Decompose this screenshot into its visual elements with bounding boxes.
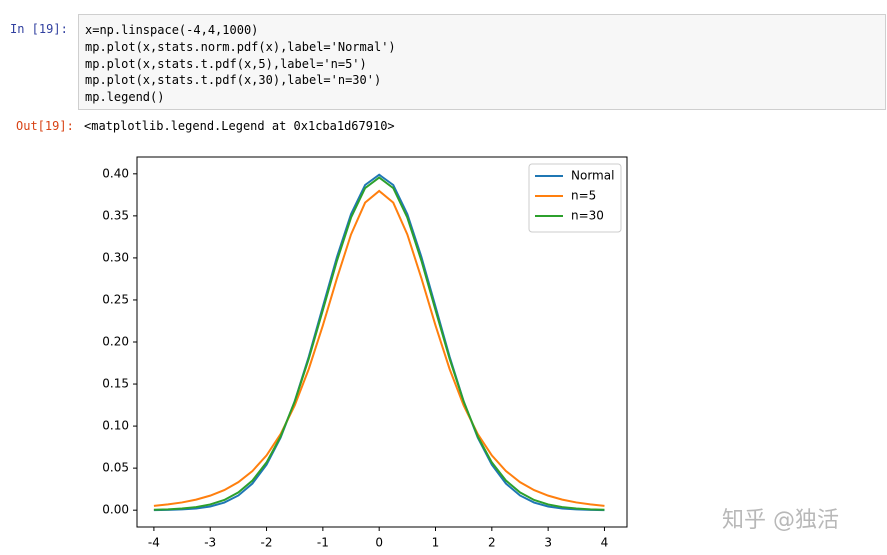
- output-prompt: Out[19]:: [16, 119, 74, 133]
- axes-frame: [136, 156, 628, 528]
- x-tick-label: 4: [601, 536, 609, 550]
- watermark: 知乎 @独活: [722, 508, 839, 533]
- x-tick-label: -4: [148, 536, 160, 550]
- line-series: [153, 176, 605, 511]
- legend-label: n=5: [571, 189, 596, 203]
- x-tick-label: 1: [432, 536, 440, 550]
- code-line: mp.plot(x,stats.t.pdf(x,5),label='n=5'): [85, 56, 367, 71]
- legend-label: Normal: [571, 169, 614, 183]
- code-line: x=np.linspace(-4,4,1000): [85, 23, 259, 37]
- y-tick-label: 0.05: [102, 461, 129, 475]
- input-prompt: In [19]:: [10, 22, 68, 36]
- y-tick-label: 0.35: [102, 208, 129, 222]
- x-tick-label: 0: [375, 536, 383, 550]
- y-tick-label: 0.40: [102, 166, 129, 180]
- y-tick-label: 0.00: [102, 503, 129, 517]
- code-line: mp.plot(x,stats.t.pdf(x,30),label='n=30'…: [85, 73, 382, 88]
- x-tick-label: 2: [488, 536, 496, 550]
- code-line: mp.plot(x,stats.norm.pdf(x),label='Norma…: [85, 39, 396, 54]
- x-tick-label: 3: [544, 536, 552, 550]
- y-tick-label: 0.25: [102, 292, 129, 306]
- line-series: [153, 189, 605, 507]
- x-tick-label: -3: [204, 536, 216, 550]
- output-text: <matplotlib.legend.Legend at 0x1cba1d679…: [84, 119, 395, 133]
- line-series: [153, 173, 605, 512]
- code-line: mp.legend(): [85, 90, 165, 105]
- y-tick-label: 0.15: [102, 377, 129, 391]
- legend-label: n=30: [571, 209, 604, 223]
- x-tick-label: -2: [261, 536, 273, 550]
- y-tick-label: 0.10: [102, 419, 129, 433]
- y-tick-label: 0.20: [102, 335, 129, 349]
- y-tick-label: 0.30: [102, 250, 129, 264]
- code-cell[interactable]: x=np.linspace(-4,4,1000) mp.plot(x,stats…: [78, 14, 886, 110]
- x-tick-label: -1: [317, 536, 329, 550]
